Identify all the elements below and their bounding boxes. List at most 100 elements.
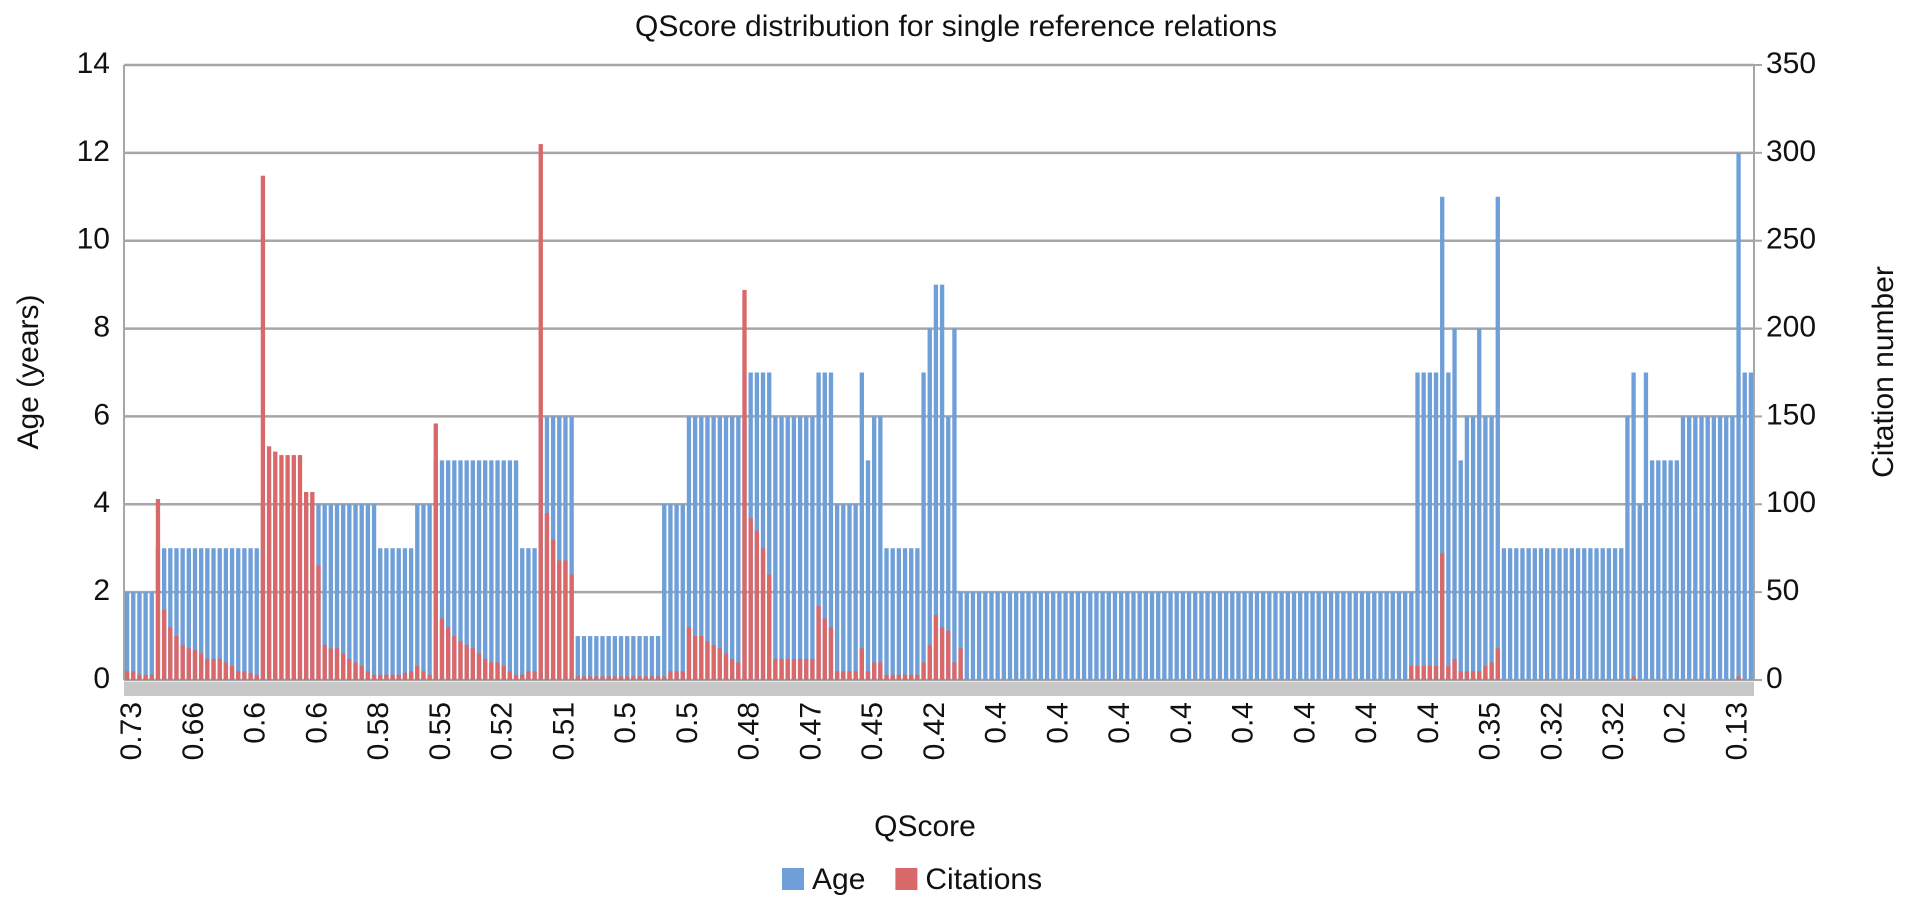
- bar: [1137, 592, 1142, 680]
- bar: [1464, 416, 1470, 680]
- bar: [285, 455, 290, 680]
- bar: [1205, 592, 1210, 680]
- bar: [631, 676, 636, 680]
- bar: [365, 671, 371, 680]
- y-axis-title: Age (years): [12, 294, 45, 449]
- bar: [1032, 592, 1037, 680]
- bar: [810, 416, 815, 680]
- bar: [526, 548, 531, 680]
- bar: [674, 504, 679, 680]
- bar: [668, 671, 673, 680]
- bar: [526, 671, 531, 680]
- bar: [1433, 372, 1439, 680]
- bar: [236, 548, 241, 680]
- bar: [1335, 592, 1340, 680]
- bar: [606, 676, 611, 680]
- bar: [532, 671, 537, 680]
- bar: [1458, 671, 1463, 680]
- bar: [520, 674, 525, 680]
- bar: [273, 451, 278, 680]
- bar: [643, 636, 648, 680]
- bar: [847, 671, 852, 680]
- bar: [699, 416, 704, 680]
- bar: [378, 548, 383, 680]
- bar: [1415, 665, 1420, 680]
- bar: [1464, 671, 1470, 680]
- bar: [1180, 592, 1186, 680]
- legend-swatch: [782, 868, 804, 890]
- bar: [310, 491, 315, 680]
- bar: [686, 627, 692, 680]
- bar: [946, 630, 951, 680]
- bar: [1316, 592, 1321, 680]
- bar: [1421, 665, 1426, 680]
- x-tick-label: 0.2: [1659, 702, 1692, 744]
- bar: [137, 674, 142, 680]
- bar: [1507, 548, 1513, 680]
- bar: [1606, 548, 1612, 680]
- bar: [1248, 592, 1253, 680]
- bar: [1038, 592, 1044, 680]
- bar: [692, 416, 698, 680]
- legend-swatch: [895, 868, 918, 890]
- bar: [507, 671, 513, 680]
- bar: [1532, 548, 1537, 680]
- bar: [1662, 460, 1667, 680]
- bar: [131, 592, 136, 680]
- bar: [1291, 592, 1297, 680]
- bar: [797, 658, 803, 680]
- x-tick-label: 0.4: [1103, 702, 1136, 744]
- y-tick-label: 14: [77, 47, 110, 80]
- bar: [353, 504, 358, 680]
- bar: [489, 662, 494, 680]
- bar: [822, 618, 827, 680]
- bar: [408, 548, 414, 680]
- bar: [785, 416, 790, 680]
- x-tick-label: 0.4: [1350, 702, 1383, 744]
- category-tick-band: [124, 682, 1754, 696]
- bar: [674, 671, 679, 680]
- bar: [1440, 553, 1445, 680]
- bar: [1470, 416, 1476, 680]
- bar: [717, 648, 722, 680]
- bar: [489, 460, 494, 680]
- bar: [915, 548, 920, 680]
- bar: [1600, 548, 1605, 680]
- bar: [501, 665, 506, 680]
- bar: [785, 658, 790, 680]
- bar: [1359, 592, 1365, 680]
- bar: [834, 671, 840, 680]
- bar: [1625, 416, 1630, 680]
- bar: [890, 548, 895, 680]
- y-tick-label: 12: [77, 135, 110, 168]
- bar: [791, 416, 797, 680]
- bar: [124, 592, 130, 680]
- bar: [983, 592, 988, 680]
- bar: [1483, 665, 1488, 680]
- bar: [1088, 592, 1093, 680]
- bar: [896, 548, 902, 680]
- bar: [662, 504, 667, 680]
- bar: [483, 460, 488, 680]
- bar: [594, 636, 599, 680]
- bar: [643, 676, 648, 680]
- bar: [229, 665, 235, 680]
- bar: [816, 606, 821, 680]
- bar: [365, 504, 371, 680]
- bar: [625, 636, 630, 680]
- bar: [637, 676, 642, 680]
- bar: [1427, 372, 1433, 680]
- bar: [1495, 648, 1500, 680]
- x-tick-label: 0.73: [115, 702, 148, 760]
- bar: [1131, 592, 1136, 680]
- bar: [557, 560, 562, 680]
- bar: [1495, 196, 1500, 681]
- bar: [1273, 592, 1278, 680]
- bar: [939, 284, 945, 680]
- bar: [736, 662, 741, 680]
- bar: [1063, 592, 1068, 680]
- bar: [1402, 592, 1408, 680]
- bar: [143, 592, 148, 680]
- bar: [1717, 416, 1723, 680]
- y2-tick-label: 50: [1766, 574, 1799, 607]
